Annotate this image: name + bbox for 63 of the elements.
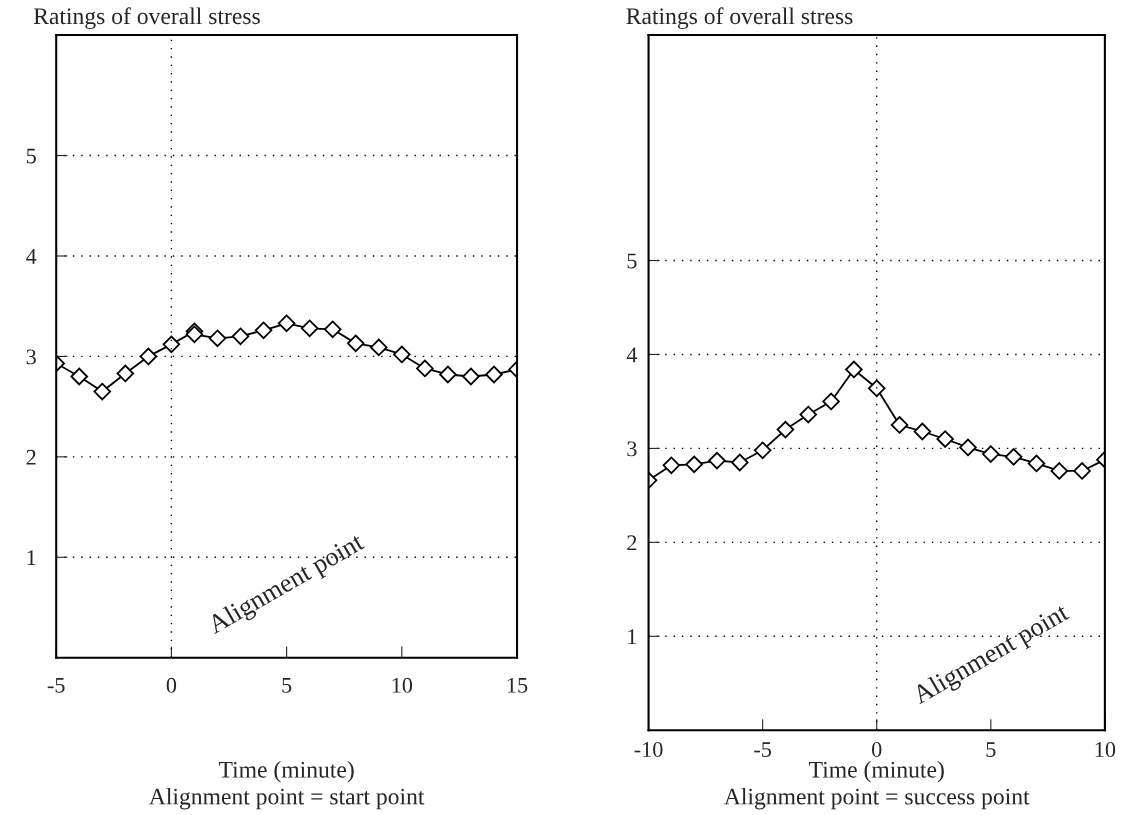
point xyxy=(231,327,250,346)
point xyxy=(936,430,954,448)
x-axis-title: Time (minute) xyxy=(809,761,944,783)
point xyxy=(70,367,89,386)
point xyxy=(845,360,863,379)
point xyxy=(462,367,480,386)
point xyxy=(890,416,909,434)
y-tick-label: 4 xyxy=(26,249,37,264)
point xyxy=(1004,448,1023,466)
point xyxy=(277,314,296,333)
point xyxy=(662,456,681,475)
point xyxy=(822,392,840,411)
point xyxy=(731,453,749,472)
chart-title: Ratings of overall stress xyxy=(33,7,260,30)
point xyxy=(393,345,411,364)
x-tick-label: -5 xyxy=(47,678,65,693)
point xyxy=(254,321,273,340)
y-tick-label: 3 xyxy=(26,349,36,365)
x-tick-label: -10 xyxy=(634,741,663,757)
point xyxy=(867,379,886,398)
y-tick-label: 1 xyxy=(628,629,637,644)
point xyxy=(346,334,365,353)
point xyxy=(93,382,112,401)
point xyxy=(116,364,135,383)
y-tick-label: 2 xyxy=(627,535,637,551)
point xyxy=(799,405,818,424)
x-tick-label: 5 xyxy=(282,678,292,693)
point xyxy=(139,347,158,366)
y-tick-label: 5 xyxy=(627,253,637,269)
point xyxy=(1073,462,1091,480)
y-tick-label: 1 xyxy=(27,550,36,565)
point xyxy=(485,365,503,384)
chart-title: Ratings of overall stress xyxy=(626,7,853,30)
point xyxy=(1050,462,1069,480)
point xyxy=(959,438,977,457)
text: Alignment point = success point xyxy=(724,787,1030,810)
point xyxy=(162,335,181,354)
y-tick-label: 3 xyxy=(627,441,637,457)
point xyxy=(1027,454,1046,473)
point xyxy=(370,338,388,357)
x-axis-title: Time (minute) xyxy=(218,761,354,783)
x-tick-label: 0 xyxy=(872,741,882,757)
point xyxy=(685,455,703,474)
point xyxy=(776,420,795,439)
point xyxy=(982,445,1000,463)
x-tick-label: 10 xyxy=(1095,741,1116,757)
point xyxy=(300,319,319,338)
x-tick-label: 10 xyxy=(392,677,413,693)
x-tick-label: 15 xyxy=(507,677,528,693)
x-tick-label: 0 xyxy=(166,677,177,693)
point xyxy=(708,451,726,470)
x-tick-label: -5 xyxy=(754,742,772,757)
point xyxy=(323,320,342,339)
point xyxy=(913,422,932,441)
point xyxy=(416,359,434,378)
x-tick-label: 5 xyxy=(986,742,996,757)
y-tick-label: 5 xyxy=(26,148,36,164)
point xyxy=(753,441,772,460)
y-tick-label: 4 xyxy=(626,347,638,363)
y-tick-label: 2 xyxy=(26,449,36,465)
point xyxy=(439,365,457,384)
text: Alignment point = start point xyxy=(149,787,425,810)
point xyxy=(208,329,227,348)
